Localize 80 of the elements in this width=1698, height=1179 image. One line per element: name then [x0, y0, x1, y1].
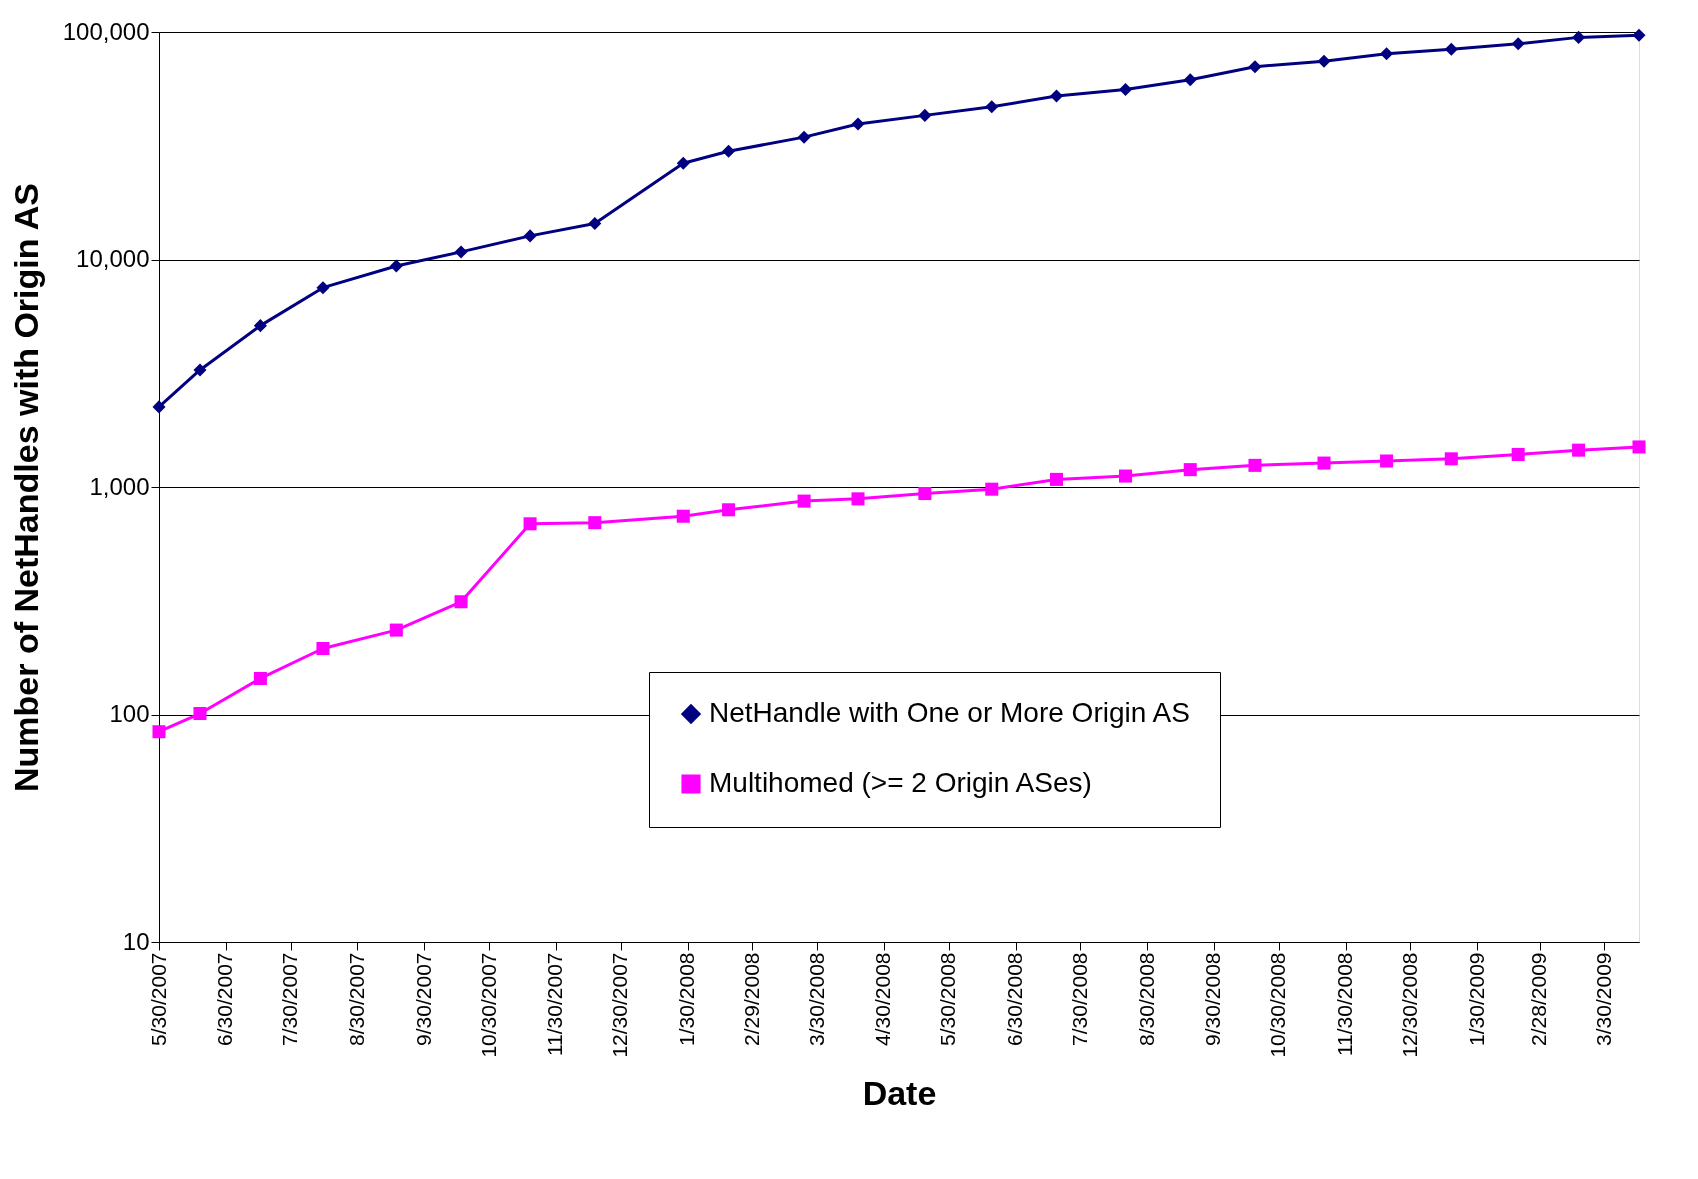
point: [1380, 454, 1394, 468]
point: [918, 487, 932, 501]
x-tick-label: 10/30/2008: [1266, 952, 1290, 1058]
point: [1511, 447, 1525, 461]
point: [193, 707, 207, 721]
x-tick-label: 11/30/2007: [543, 952, 567, 1057]
x-tick-label: 12/30/2007: [608, 952, 632, 1058]
point: [1049, 89, 1064, 103]
x-tick-label: 12/30/2008: [1397, 952, 1421, 1058]
x-tick-label: 6/30/2007: [213, 952, 237, 1046]
point: [1119, 82, 1133, 96]
x-tick-label: 11/30/2008: [1333, 952, 1357, 1057]
x-tick-label: 3/30/2009: [1591, 952, 1615, 1046]
x-axis-title: Date: [862, 1073, 937, 1112]
y-tick-label: 10,000: [76, 245, 150, 272]
point: [1632, 28, 1646, 42]
point: [1049, 472, 1064, 486]
point: [1317, 456, 1331, 470]
x-tick-label: 2/29/2008: [739, 952, 763, 1046]
y-axis-title: Number of NetHandles with Origin AS: [6, 183, 45, 792]
point: [985, 100, 999, 114]
point: [985, 482, 999, 496]
point: [389, 259, 403, 273]
point: [523, 517, 537, 531]
x-tick-label: 5/30/2008: [936, 952, 960, 1046]
point: [1572, 30, 1586, 44]
x-tick-label: 2/28/2009: [1527, 952, 1551, 1046]
point: [1444, 452, 1458, 466]
point: [454, 245, 468, 259]
point: [1248, 458, 1262, 472]
x-tick-label: 9/30/2008: [1201, 952, 1225, 1046]
point: [1444, 42, 1458, 56]
y-tick-label: 100: [109, 700, 150, 727]
legend-label: NetHandle with One or More Origin AS: [709, 697, 1190, 728]
x-tick-label: 9/30/2007: [411, 952, 435, 1046]
point: [1572, 443, 1586, 457]
point: [797, 494, 811, 508]
x-tick-label: 6/30/2008: [1003, 952, 1026, 1046]
point: [722, 503, 736, 517]
x-tick-label: 8/30/2008: [1134, 952, 1158, 1046]
x-tick-label: 7/30/2007: [278, 952, 302, 1046]
y-tick-label: 1,000: [89, 472, 150, 500]
point: [1380, 47, 1394, 61]
point: [454, 595, 468, 609]
x-tick-label: 7/30/2008: [1067, 952, 1091, 1046]
point: [588, 216, 602, 230]
x-tick-label: 4/30/2008: [871, 952, 895, 1046]
y-tick-label: 10: [122, 927, 150, 955]
x-tick-label: 1/30/2008: [675, 952, 699, 1046]
point: [918, 108, 932, 122]
legend-label: Multihomed (>= 2 Origin ASes): [709, 767, 1092, 798]
point: [1632, 440, 1646, 454]
point: [389, 623, 403, 637]
point: [523, 229, 537, 243]
point: [316, 281, 330, 295]
point: [193, 363, 207, 377]
point: [253, 671, 267, 685]
point: [676, 509, 690, 523]
point: [1119, 469, 1133, 483]
point: [722, 144, 736, 158]
point: [851, 117, 865, 131]
point: [152, 400, 166, 414]
x-tick-label: 3/30/2008: [804, 952, 828, 1046]
point: [1183, 463, 1197, 477]
x-tick-label: 10/30/2007: [476, 952, 500, 1058]
x-tick-label: 5/30/2007: [146, 952, 170, 1046]
x-tick-label: 8/30/2007: [344, 952, 368, 1046]
point: [851, 492, 865, 506]
point: [316, 642, 330, 656]
point: [253, 319, 267, 333]
point: [1248, 60, 1262, 74]
point: [588, 516, 602, 530]
point: [152, 725, 166, 739]
y-tick-label: 100,000: [62, 17, 150, 45]
point: [1317, 54, 1331, 68]
point: [676, 156, 690, 170]
point: [1511, 37, 1525, 51]
point: [797, 130, 811, 144]
x-tick-label: 1/30/2009: [1464, 952, 1488, 1046]
point: [1183, 73, 1197, 87]
